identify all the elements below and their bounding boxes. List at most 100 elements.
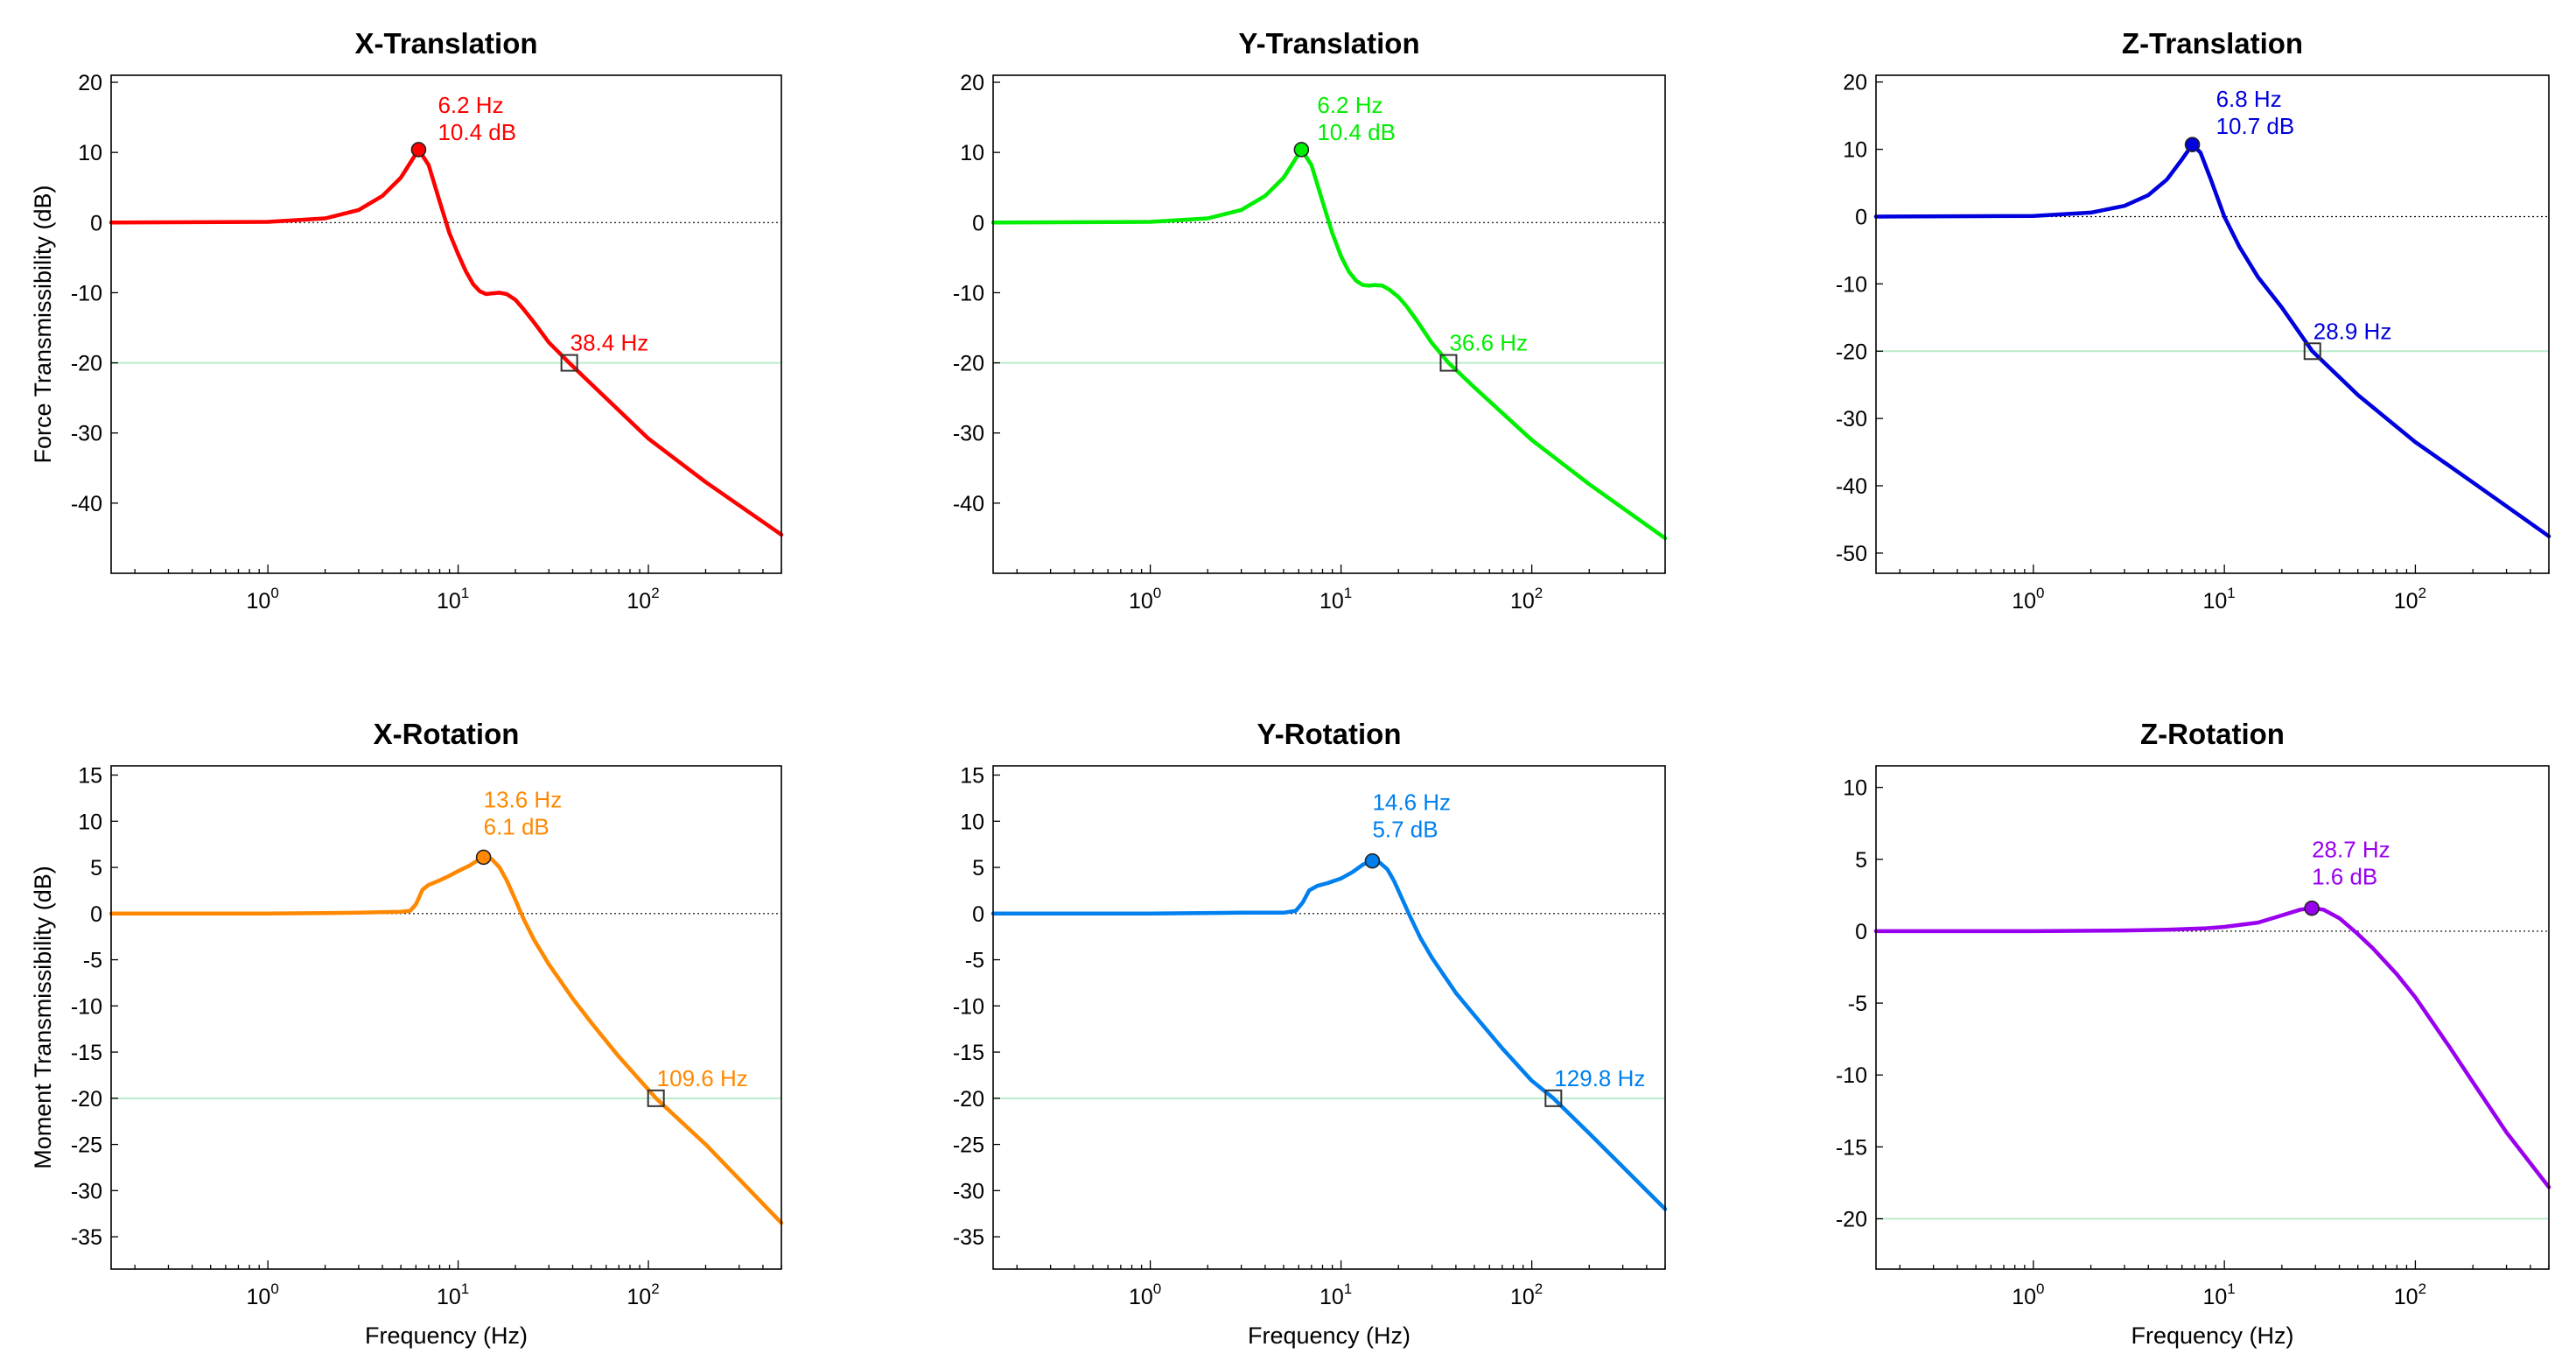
x-tick-label: 102 — [626, 585, 659, 614]
peak-frequency-label: 13.6 Hz — [484, 786, 563, 812]
series-line-zr — [1873, 906, 2552, 1189]
peak-marker — [1293, 142, 1310, 158]
y-tick-label: 10 — [1843, 138, 1867, 163]
y-tick-label: -25 — [953, 1133, 984, 1158]
plot-frame — [992, 74, 1666, 574]
y-tick-label: -40 — [1836, 474, 1867, 499]
x-tick-label: 102 — [1510, 585, 1543, 614]
chart-title: Y-Rotation — [1257, 718, 1402, 750]
x-tick-label: 100 — [1129, 585, 1161, 614]
chart-panel-yr: 15 10 5 0 -5 -10 -15 -20 -25 -30 -35 100 101 102 129.8… — [953, 718, 1668, 1349]
y-tick-label: 20 — [78, 71, 102, 95]
y-tick-label: -15 — [953, 1041, 984, 1065]
crossover-label: 38.4 Hz — [570, 330, 649, 356]
y-tick-label: -35 — [71, 1225, 102, 1250]
peak-marker — [2184, 137, 2201, 152]
y-tick-label: -20 — [71, 352, 102, 376]
x-tick-label: 101 — [437, 1280, 469, 1309]
x-tick-label: 100 — [1129, 1280, 1161, 1309]
peak-frequency-label: 14.6 Hz — [1372, 789, 1451, 816]
x-tick-label: 101 — [437, 585, 469, 614]
chart-panel-zr: 10 5 0 -5 -10 -15 -20 100 101 102 28.7 Hz1.6 dB Z-R… — [1836, 718, 2552, 1349]
y-tick-label: -30 — [953, 422, 984, 446]
y-tick-label: -10 — [1836, 272, 1867, 297]
crossover-marker — [2303, 342, 2321, 361]
plot-frame — [1875, 74, 2550, 574]
y-tick-label: -5 — [83, 949, 102, 973]
y-tick-label: -20 — [1836, 340, 1867, 364]
series-line-yt — [990, 147, 1668, 541]
peak-marker — [1364, 852, 1381, 869]
peak-frequency-label: 6.8 Hz — [2216, 86, 2282, 112]
chart-title: X-Translation — [354, 27, 537, 60]
crossover-marker — [1544, 1089, 1563, 1107]
chart-panel-xr: 15 10 5 0 -5 -10 -15 -20 -25 -30 -35 100 101 102 109.6… — [30, 718, 784, 1349]
series-line-xr — [108, 855, 784, 1225]
series-line-yr — [990, 859, 1668, 1211]
x-tick-label: 101 — [2202, 585, 2235, 614]
y-tick-label: 10 — [1843, 776, 1867, 801]
x-tick-label: 102 — [1510, 1280, 1543, 1309]
plot-frame — [992, 765, 1666, 1270]
x-tick-label: 100 — [2012, 1280, 2044, 1309]
y-tick-label: -30 — [71, 1179, 102, 1203]
y-tick-label: 15 — [960, 764, 984, 789]
y-tick-label: 5 — [90, 856, 102, 880]
plot-frame — [1875, 765, 2550, 1270]
series-line-xt — [108, 147, 784, 537]
x-tick-label: 101 — [1320, 1280, 1352, 1309]
crossover-label: 28.9 Hz — [2314, 318, 2392, 344]
y-tick-label: -15 — [71, 1041, 102, 1065]
series-line-zt — [1873, 142, 2552, 538]
chart-title: X-Rotation — [374, 718, 520, 750]
crossover-marker — [560, 354, 578, 372]
y-tick-label: -10 — [953, 281, 984, 305]
y-tick-label: -30 — [71, 422, 102, 446]
y-tick-label: -40 — [953, 492, 984, 516]
y-tick-label: 10 — [960, 141, 984, 165]
crossover-marker — [1439, 354, 1458, 372]
y-tick-label: 0 — [1855, 205, 1867, 229]
peak-db-label: 5.7 dB — [1372, 817, 1438, 843]
peak-frequency-label: 6.2 Hz — [1317, 92, 1382, 118]
peak-frequency-label: 28.7 Hz — [2312, 837, 2390, 863]
x-tick-label: 101 — [2202, 1280, 2235, 1309]
y-tick-label: 10 — [78, 141, 102, 165]
peak-db-label: 10.7 dB — [2216, 113, 2295, 139]
x-tick-label: 100 — [247, 1280, 279, 1309]
y-tick-label: 20 — [960, 71, 984, 95]
y-tick-label: -40 — [71, 492, 102, 516]
y-tick-label: -10 — [71, 281, 102, 305]
plot-frame — [110, 74, 782, 574]
x-axis-label: Frequency (Hz) — [365, 1322, 528, 1349]
x-axis-label: Frequency (Hz) — [1248, 1322, 1410, 1349]
peak-marker — [475, 849, 492, 866]
y-tick-label: -30 — [1836, 407, 1867, 431]
y-tick-label: 0 — [972, 902, 984, 927]
chart-title: Y-Translation — [1238, 27, 1419, 60]
peak-marker — [2304, 900, 2320, 916]
y-tick-label: -10 — [1836, 1063, 1867, 1088]
plot-frame — [110, 765, 782, 1270]
x-axis-label: Frequency (Hz) — [2131, 1322, 2293, 1349]
y-tick-label: -5 — [1848, 992, 1867, 1016]
y-tick-label: -30 — [953, 1179, 984, 1203]
y-tick-label: 0 — [90, 902, 102, 927]
y-tick-label: -50 — [1836, 542, 1867, 566]
y-tick-label: -10 — [953, 994, 984, 1019]
y-tick-label: -5 — [965, 949, 984, 973]
y-tick-label: 20 — [1843, 71, 1867, 95]
y-tick-label: 10 — [78, 810, 102, 834]
chart-title: Z-Rotation — [2140, 718, 2285, 750]
peak-frequency-label: 6.2 Hz — [438, 92, 503, 118]
peak-marker — [410, 142, 427, 158]
y-axis-label: Force Transmissibility (dB) — [30, 185, 56, 463]
y-tick-label: -35 — [953, 1225, 984, 1250]
y-tick-label: -20 — [953, 1087, 984, 1112]
y-tick-label: -20 — [71, 1087, 102, 1112]
y-axis-label: Moment Transmissibility (dB) — [30, 866, 56, 1169]
y-tick-label: -20 — [953, 352, 984, 376]
